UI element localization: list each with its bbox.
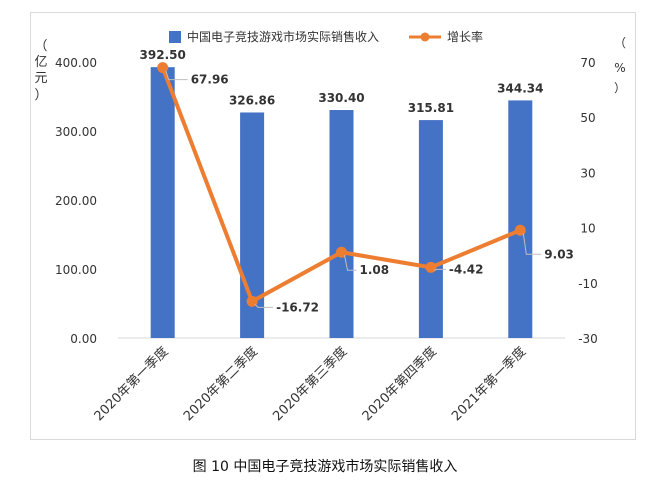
bar-value-label: 330.40	[318, 91, 364, 105]
left-axis-unit: 元	[34, 71, 47, 86]
right-tick-label: 70	[580, 56, 595, 70]
bar-value-label: 344.34	[497, 81, 543, 95]
bar-value-label: 326.86	[229, 93, 275, 107]
left-tick-label: 300.00	[55, 125, 97, 139]
category-label: 2020年第四季度	[359, 344, 440, 425]
bar	[418, 120, 443, 339]
left-tick-label: 100.00	[55, 263, 97, 277]
legend-line-label: 增长率	[447, 29, 483, 44]
right-axis-unit: （	[614, 36, 626, 50]
category-label: 2020年第一季度	[91, 344, 172, 425]
right-axis-unit: ）	[614, 81, 626, 95]
line-value-label: -16.72	[276, 300, 319, 314]
bar-value-label: 315.81	[408, 101, 454, 115]
right-tick-label: -30	[578, 332, 598, 346]
legend-bar-swatch	[169, 31, 181, 43]
left-axis-unit: （	[34, 39, 47, 54]
category-label: 2021年第一季度	[448, 344, 529, 425]
data-label-leader	[344, 255, 357, 271]
left-axis-unit: 亿	[34, 55, 47, 70]
left-axis-unit: ）	[34, 88, 47, 103]
right-tick-label: 30	[580, 166, 595, 180]
data-label-leader	[254, 303, 274, 308]
growth-point	[157, 62, 169, 74]
line-value-label: 1.08	[360, 263, 390, 277]
growth-point	[514, 224, 526, 236]
bar	[329, 110, 354, 338]
data-label-leader	[522, 233, 542, 255]
left-tick-label: 200.00	[55, 194, 97, 208]
right-tick-label: 50	[580, 111, 595, 125]
growth-point	[246, 295, 258, 307]
bar	[508, 100, 533, 339]
category-label: 2020年第二季度	[180, 344, 261, 425]
left-tick-label: 400.00	[55, 56, 97, 70]
data-label-leader	[433, 268, 446, 271]
category-label: 2020年第三季度	[270, 344, 351, 425]
figure-caption: 图 10 中国电子竞技游戏市场实际销售收入	[192, 459, 458, 475]
bar-value-label: 392.50	[140, 48, 186, 62]
bar	[150, 67, 175, 339]
data-label-leader	[165, 70, 188, 81]
legend-line-marker	[420, 32, 430, 42]
right-tick-label: -10	[578, 277, 598, 291]
line-value-label: -4.42	[449, 262, 484, 276]
right-axis-unit: %	[614, 61, 625, 75]
left-tick-label: 0.00	[70, 332, 97, 346]
line-value-label: 67.96	[191, 73, 229, 87]
growth-point	[336, 246, 347, 258]
chart-frame	[30, 12, 636, 440]
right-tick-label: 10	[580, 222, 595, 236]
legend-bar-label: 中国电子竞技游戏市场实际销售收入	[187, 29, 379, 44]
growth-point	[425, 261, 437, 273]
line-value-label: 9.03	[544, 247, 574, 261]
